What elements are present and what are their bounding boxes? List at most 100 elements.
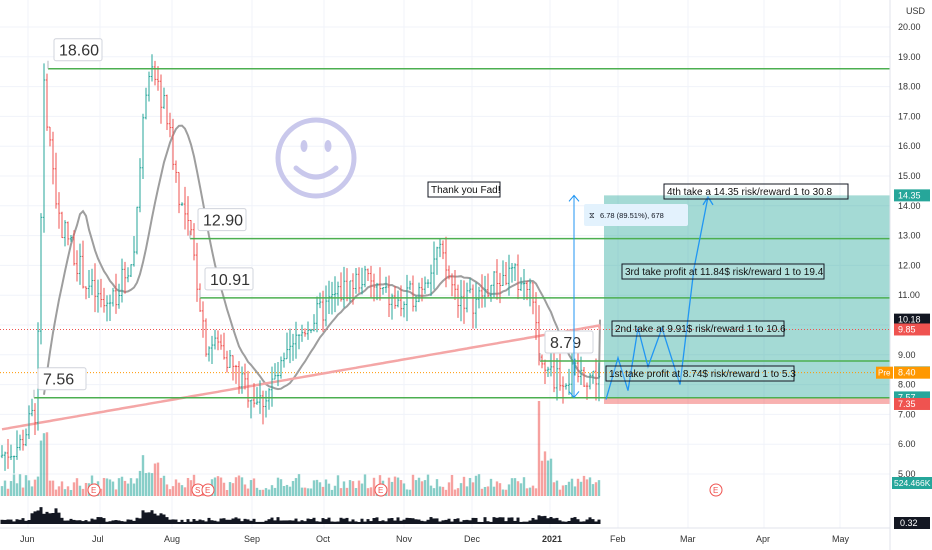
volume-bar: [555, 480, 559, 496]
indicator-bar: [189, 521, 193, 524]
volume-bar: [180, 485, 184, 496]
indicator-bar: [3, 519, 7, 524]
indicator-bar: [216, 521, 220, 524]
indicator-bar: [582, 521, 586, 524]
indicator-bar: [66, 520, 70, 524]
time-tick: Sep: [244, 534, 260, 544]
indicator-bar: [531, 517, 535, 524]
indicator-bar: [219, 518, 223, 524]
volume-bar: [171, 486, 175, 496]
volume-bar: [324, 479, 328, 496]
volume-bars: [0, 401, 601, 496]
earnings-marker: E: [91, 486, 96, 495]
indicator-bar: [369, 521, 373, 524]
indicator-bar: [381, 520, 385, 524]
earnings-marker-circle: [201, 483, 215, 497]
indicator-bar: [447, 518, 451, 524]
volume-bar: [168, 489, 172, 496]
volume-bar: [69, 489, 73, 496]
indicator-bar: [288, 520, 292, 524]
volume-bar: [156, 462, 160, 496]
volume-bar: [315, 479, 319, 496]
volume-bar: [57, 486, 61, 496]
level-callout-box: [204, 267, 254, 291]
indicator-bar: [99, 517, 103, 524]
volume-bar: [426, 474, 430, 496]
indicator-bar: [498, 517, 502, 524]
target-zone: [604, 195, 890, 398]
volume-bar: [435, 479, 439, 496]
volume-bar: [111, 481, 115, 496]
volume-bar: [141, 455, 145, 496]
indicator-bar: [420, 520, 424, 524]
indicator-bar: [30, 513, 34, 524]
volume-bar: [231, 483, 235, 496]
currency-label: USD: [906, 6, 926, 16]
indicator-bar: [84, 520, 88, 524]
indicator-bar: [450, 521, 454, 524]
time-tick: Jul: [92, 534, 104, 544]
earnings-marker-circle: [87, 483, 101, 497]
indicator-bar: [18, 519, 22, 524]
indicator-bar: [561, 521, 565, 524]
indicator-bar: [468, 520, 472, 524]
volume-bar: [252, 478, 256, 496]
price-tick: 6.00: [898, 439, 916, 449]
volume-bar: [477, 474, 481, 496]
annotations: Thank you Fad! 1st take profit at 8.74$ r…: [275, 117, 849, 382]
indicator-bar: [327, 517, 331, 524]
volume-bar: [528, 487, 532, 496]
indicator-bar: [441, 520, 445, 524]
indicator-bar: [93, 519, 97, 524]
indicator-bar: [477, 521, 481, 524]
indicator-bar: [240, 521, 244, 524]
volume-bar: [48, 480, 52, 496]
volume-bar: [147, 472, 151, 496]
indicator-bar: [111, 520, 115, 524]
indicator-bar: [486, 521, 490, 524]
indicator-bar: [339, 517, 343, 524]
indicator-bar: [285, 520, 289, 524]
indicator-bar: [276, 517, 280, 524]
indicator-bar: [504, 521, 508, 524]
time-tick: Jun: [20, 534, 35, 544]
indicator-bar: [72, 519, 76, 524]
smiley-eye-left: [300, 140, 308, 152]
volume-bar: [420, 481, 424, 496]
volume-bar: [177, 482, 181, 496]
indicator-bar: [312, 517, 316, 524]
indicator-bar: [516, 517, 520, 524]
volume-bar: [486, 486, 490, 496]
indicator-bar: [117, 520, 121, 524]
volume-bar: [459, 483, 463, 496]
volume-bar: [462, 476, 466, 496]
volume-bar: [246, 488, 250, 496]
volume-bar: [306, 488, 310, 496]
price-tag: 14.35: [894, 189, 930, 202]
volume-bar: [261, 489, 265, 496]
volume-bar: [402, 483, 406, 496]
projection-line: [605, 196, 709, 400]
volume-bar: [216, 476, 220, 496]
measure-arrow-top: [568, 194, 580, 202]
indicator-bar: [321, 518, 325, 524]
time-tick: Aug: [164, 534, 180, 544]
volume-bar: [321, 486, 325, 496]
volume-bar: [135, 478, 139, 496]
volume-bar: [348, 480, 352, 496]
projection-arrowhead: [702, 195, 714, 206]
indicator-bar: [75, 520, 79, 524]
indicator-bar: [159, 513, 163, 524]
volume-bar: [297, 474, 301, 496]
indicator-bar: [471, 517, 475, 524]
indicator-bar: [324, 519, 328, 524]
volume-bar: [531, 485, 535, 496]
volume-bar: [132, 483, 136, 496]
volume-bar: [504, 489, 508, 496]
indicator-bar: [414, 519, 418, 524]
indicator-bar: [39, 507, 43, 524]
volume-bar: [279, 479, 283, 496]
volume-bar: [288, 486, 292, 496]
indicator-bar: [279, 520, 283, 524]
